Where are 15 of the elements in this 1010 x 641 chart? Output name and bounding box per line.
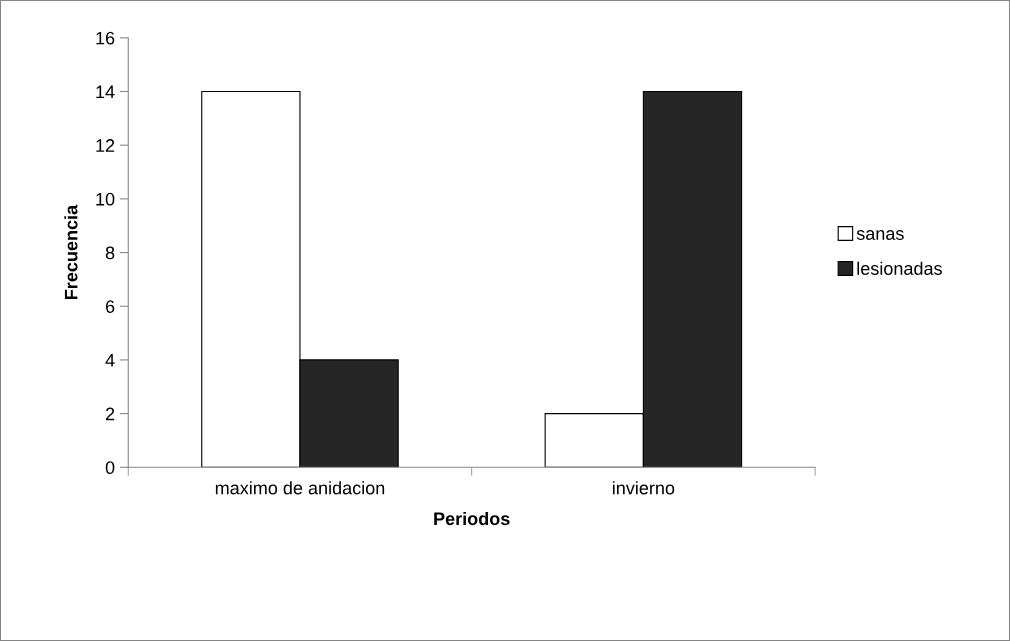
y-tick-label: 2 — [105, 407, 115, 421]
y-tick-label: 6 — [105, 300, 115, 313]
x-tick-label: maximo de anidacion — [215, 481, 385, 495]
y-tick-label: 4 — [105, 354, 115, 367]
y-tick-label: 14 — [96, 85, 115, 99]
y-axis-title: Frecuencia — [64, 204, 78, 300]
y-tick-label: 12 — [96, 139, 115, 152]
legend-label: sanas — [856, 230, 904, 240]
y-tick-label: 8 — [105, 246, 115, 260]
x-axis-title: Periodos — [434, 511, 510, 526]
y-tick-label: 10 — [96, 192, 115, 206]
y-tick-label: 0 — [105, 461, 115, 475]
x-tick-label: invierno — [612, 481, 675, 495]
y-tick-label: 16 — [96, 31, 115, 45]
legend-label: lesionadas — [857, 261, 942, 275]
